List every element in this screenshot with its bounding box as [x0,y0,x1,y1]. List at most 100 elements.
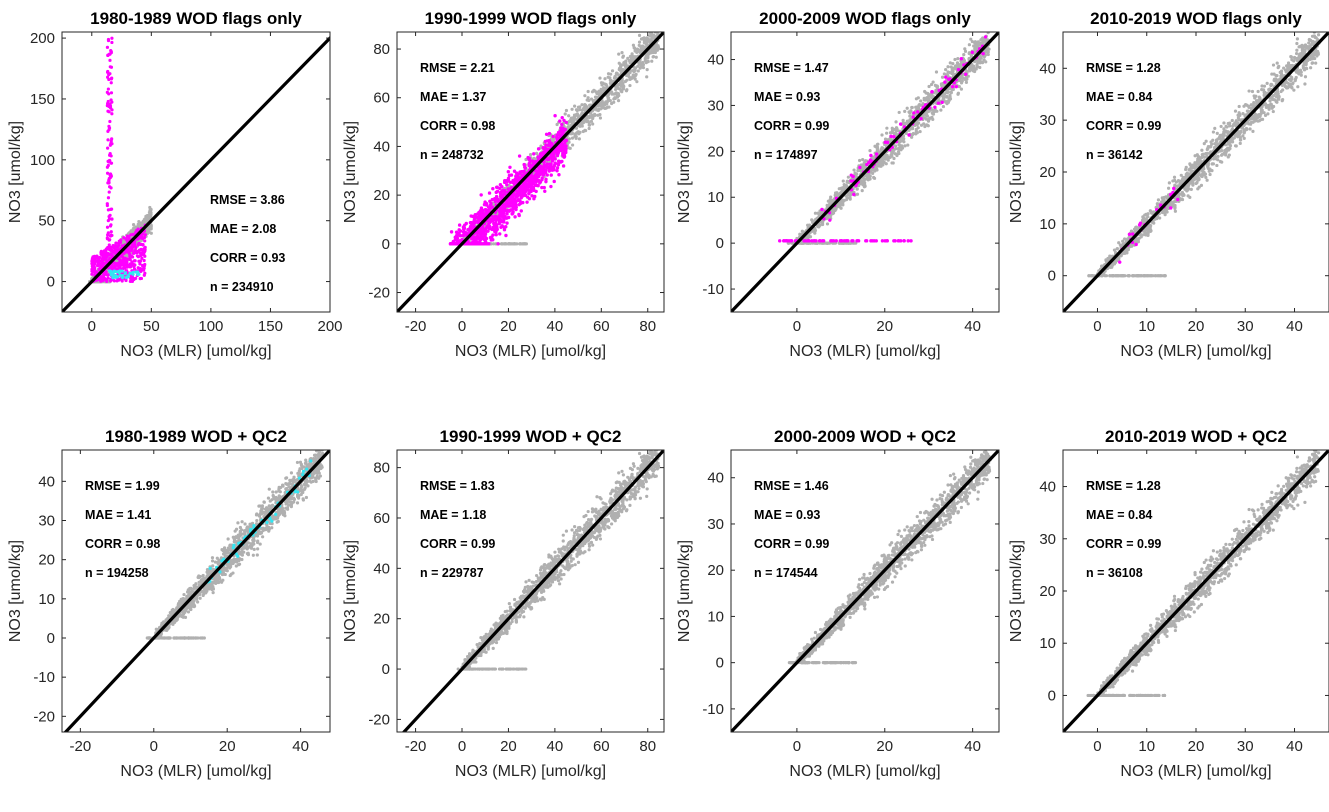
panel-title: 1990-1999 WOD flags only [425,9,637,28]
point-flagged [142,264,146,268]
point-flagged [543,189,547,193]
point-flagged [560,122,564,127]
point-all [576,114,581,119]
point-all [944,67,948,72]
point-flagged [535,172,539,177]
y-axis-label: NO3 [umol/kg] [7,121,24,223]
point-flagged [109,106,113,110]
point-flagged [481,231,486,235]
point-flagged [487,226,492,231]
point-flagged [520,173,524,178]
point-flagged [106,146,110,150]
point-flagged [118,266,122,270]
point-flagged [519,209,523,213]
point-flagged [491,225,495,230]
point-all [633,77,637,81]
point-flagged [109,50,113,54]
point-flagged [129,279,134,283]
point-flagged [461,233,466,237]
point-flagged [504,233,508,238]
point-flagged [106,129,110,133]
point-all [918,129,922,134]
point-flagged [548,155,553,159]
point-flagged [108,119,112,124]
point-flagged [107,92,111,96]
point-flagged [520,170,525,174]
point-flagged [114,262,119,266]
point-all [649,32,653,35]
point-all [650,59,654,63]
point-flagged [138,276,143,281]
stat-label: n = 248732 [420,148,484,162]
point-flagged [129,276,133,281]
x-tick-label: -20 [405,318,427,335]
point-flagged [118,240,123,244]
point-flagged [110,217,114,221]
point-flagged [556,151,560,156]
point-all [609,78,613,83]
point-flagged [502,203,507,207]
point-all [132,226,136,230]
axes-frame [396,31,665,313]
point-all [626,56,630,61]
point-all [890,161,894,165]
point-all [131,222,136,227]
point-all [901,118,905,122]
point-all [564,108,569,113]
point-all [578,130,582,135]
point-flagged [487,242,491,246]
point-flagged [108,256,113,261]
point-all [146,217,150,221]
point-all [653,24,656,27]
point-flagged [131,251,136,255]
point-all [637,33,642,37]
point-flagged [490,205,495,209]
point-flagged [106,196,111,200]
point-flagged [547,169,551,173]
point-flagged [475,215,479,220]
point-flagged [495,227,499,232]
point-all [571,143,575,147]
point-all [597,92,602,97]
point-all [628,77,632,81]
point-all [136,222,140,226]
point-flagged [138,267,143,271]
point-all [614,71,619,75]
point-all [636,64,640,68]
point-flagged [558,145,562,150]
point-flagged [544,132,549,137]
point-all [508,242,512,246]
point-all [567,137,571,141]
point-flagged [477,218,481,223]
point-all [630,54,634,58]
point-flagged [508,165,512,169]
one-to-one-line [397,32,664,312]
point-flagged [525,200,529,204]
point-flagged [495,215,499,219]
point-flagged [494,185,499,189]
point-flagged [541,166,545,170]
point-flagged [527,191,531,196]
point-flagged [128,252,132,257]
point-flagged [106,208,110,212]
point-flagged [130,248,134,252]
point-flagged [494,223,499,227]
point-all [574,126,579,130]
point-flagged [558,133,562,137]
point-all [617,61,621,65]
point-flagged [108,58,112,62]
point-all [523,242,527,246]
point-flagged [517,192,522,196]
point-all [617,52,621,56]
point-flagged [479,193,483,197]
point-flagged [465,242,470,246]
point-all [613,74,617,79]
point-flagged [527,181,531,186]
point-all [567,114,571,118]
point-all [652,49,657,53]
point-all [654,55,658,59]
point-flagged [549,141,554,146]
point-all [518,242,522,246]
point-flagged [509,173,514,177]
point-all [645,75,649,79]
